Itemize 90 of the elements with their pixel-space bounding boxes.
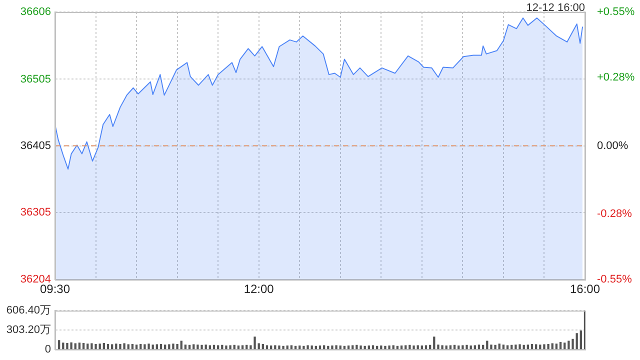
bar bbox=[200, 344, 203, 350]
y-tick-label: 36505 bbox=[20, 73, 51, 86]
y-tick-label: 36305 bbox=[20, 206, 51, 218]
bar bbox=[384, 346, 386, 350]
bar bbox=[356, 344, 358, 350]
bar bbox=[229, 345, 232, 350]
bar bbox=[119, 344, 122, 350]
bar bbox=[388, 346, 390, 350]
bar bbox=[254, 336, 256, 350]
bar bbox=[94, 344, 97, 350]
bar bbox=[502, 344, 505, 350]
bar bbox=[547, 344, 550, 350]
bar bbox=[412, 346, 415, 350]
bar bbox=[322, 345, 326, 350]
y-tick-label: 606.40万 bbox=[6, 304, 51, 317]
bar bbox=[86, 344, 89, 350]
bar bbox=[424, 345, 428, 350]
bar bbox=[70, 342, 72, 350]
bar bbox=[437, 344, 440, 350]
y2-tick-label: +0.28% bbox=[597, 72, 635, 84]
bar bbox=[66, 342, 68, 350]
bar bbox=[474, 345, 476, 350]
bar bbox=[78, 342, 81, 350]
bar bbox=[494, 344, 496, 350]
bar bbox=[302, 346, 305, 350]
bar bbox=[331, 346, 334, 350]
y2-tick-label: 0.00% bbox=[597, 140, 628, 152]
bar bbox=[490, 344, 492, 350]
bar bbox=[416, 345, 419, 350]
bar bbox=[58, 340, 60, 350]
y-tick-label: 0 bbox=[44, 343, 51, 356]
y-tick-label: 36606 bbox=[20, 6, 51, 18]
y-tick-label: 303.20万 bbox=[6, 324, 51, 336]
bar bbox=[196, 344, 199, 350]
bar bbox=[135, 344, 138, 350]
bar bbox=[576, 333, 578, 350]
bar bbox=[466, 344, 468, 350]
bar bbox=[543, 344, 546, 350]
bar bbox=[115, 344, 118, 350]
bar bbox=[172, 344, 174, 350]
bar bbox=[144, 344, 146, 350]
bar bbox=[580, 330, 582, 350]
bar bbox=[441, 345, 444, 350]
bar bbox=[360, 346, 362, 350]
bar bbox=[335, 345, 338, 350]
bar bbox=[539, 344, 542, 350]
bar bbox=[372, 345, 374, 350]
bar bbox=[62, 342, 64, 350]
bar bbox=[278, 346, 280, 350]
bar bbox=[404, 345, 407, 350]
bar bbox=[352, 345, 354, 350]
bar bbox=[559, 342, 562, 350]
bar bbox=[306, 345, 309, 350]
bar bbox=[518, 344, 521, 350]
bar bbox=[462, 345, 464, 350]
y2-tick-label: +0.55% bbox=[597, 6, 635, 18]
bar bbox=[506, 345, 509, 350]
bar bbox=[274, 345, 276, 350]
bar bbox=[90, 343, 93, 350]
bar bbox=[564, 342, 566, 350]
bar bbox=[572, 338, 574, 350]
bar bbox=[526, 344, 530, 350]
y2-tick-label: -0.28% bbox=[597, 208, 632, 220]
bar bbox=[164, 344, 166, 350]
x-tick-label: 12:00 bbox=[244, 282, 274, 296]
bar bbox=[449, 345, 452, 350]
bar bbox=[498, 344, 500, 350]
bar bbox=[514, 344, 517, 350]
bar bbox=[208, 345, 212, 350]
bar bbox=[392, 345, 394, 350]
chart-subtitle: 12-12 16:00 bbox=[526, 2, 585, 14]
y-tick-label: 36405 bbox=[20, 140, 51, 152]
bar bbox=[282, 346, 284, 350]
bar bbox=[98, 344, 101, 350]
bar bbox=[204, 344, 207, 350]
bar bbox=[216, 345, 220, 350]
bar bbox=[266, 345, 268, 350]
bar bbox=[433, 336, 436, 350]
bar bbox=[408, 344, 411, 350]
bar bbox=[225, 346, 228, 350]
bar bbox=[184, 344, 187, 350]
bar bbox=[148, 344, 150, 350]
bar bbox=[478, 344, 480, 350]
bar bbox=[241, 345, 244, 350]
bar bbox=[555, 344, 558, 350]
bar bbox=[176, 344, 178, 350]
bar bbox=[152, 344, 154, 350]
bar bbox=[123, 343, 126, 350]
bar bbox=[568, 340, 570, 350]
bar bbox=[290, 345, 293, 350]
